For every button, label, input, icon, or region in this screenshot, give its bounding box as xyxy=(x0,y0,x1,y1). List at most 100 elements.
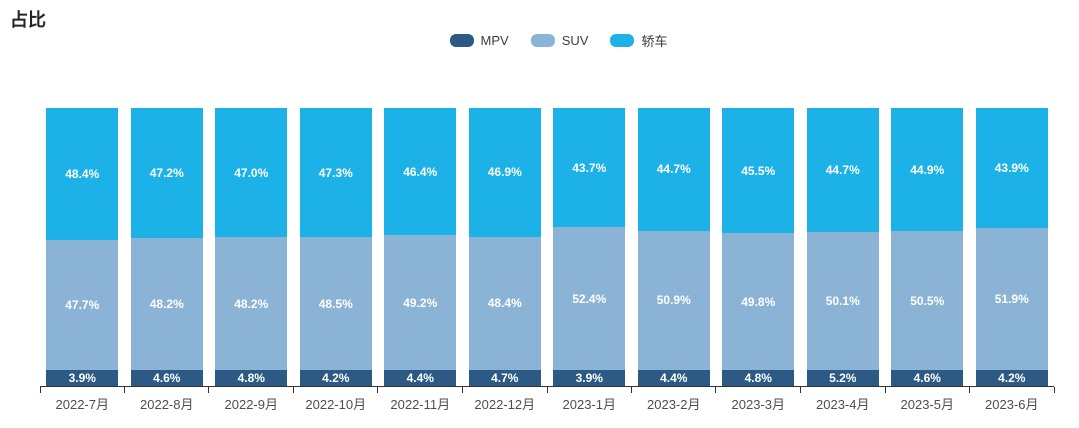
bar-segment-sedan[interactable]: 44.7% xyxy=(637,108,710,231)
bar-segment-mpv[interactable]: 4.7% xyxy=(468,370,541,386)
bar-segment-suv[interactable]: 52.4% xyxy=(553,227,626,370)
stacked-bar-2022-7月: 48.4% 47.7% 3.9% xyxy=(46,108,119,386)
stacked-bar-2023-3月: 45.5% 49.8% 4.8% xyxy=(722,108,795,386)
x-axis-tick xyxy=(1053,387,1055,393)
bar-segment-sedan[interactable]: 47.2% xyxy=(130,108,203,238)
x-axis-tick xyxy=(715,387,717,393)
bar-slot: 43.7% 52.4% 3.9% xyxy=(547,108,632,386)
bar-segment-sedan[interactable]: 44.9% xyxy=(891,108,964,232)
bar-segment-suv[interactable]: 48.2% xyxy=(130,237,203,370)
x-axis-label: 2022-7月 xyxy=(55,397,109,412)
x-axis-labels: 2022-7月 2022-8月 2022-9月 2022-10月 2022-11月 202… xyxy=(40,392,1054,413)
legend-item-mpv[interactable]: MPV xyxy=(449,33,509,48)
legend-item-suv[interactable]: SUV xyxy=(530,33,589,48)
chart-title: 占比 xyxy=(10,10,46,30)
bar-slot: 47.0% 48.2% 4.8% xyxy=(209,108,294,386)
bar-value-label: 4.4% xyxy=(660,371,688,385)
x-axis-label: 2023-4月 xyxy=(816,397,870,412)
bar-segment-sedan[interactable]: 45.5% xyxy=(722,108,795,234)
bar-slot: 48.4% 47.7% 3.9% xyxy=(40,108,125,386)
legend-swatch-suv-icon xyxy=(530,34,555,47)
stacked-bar-2023-1月: 43.7% 52.4% 3.9% xyxy=(553,108,626,386)
bar-segment-mpv[interactable]: 4.4% xyxy=(384,370,457,386)
bar-value-label: 46.4% xyxy=(403,164,438,179)
bar-segment-suv[interactable]: 48.5% xyxy=(299,237,372,370)
bar-segment-mpv[interactable]: 3.9% xyxy=(46,370,119,386)
stacked-bar-2022-11月: 46.4% 49.2% 4.4% xyxy=(384,108,457,386)
stacked-bar-2022-12月: 46.9% 48.4% 4.7% xyxy=(468,108,541,386)
stacked-bar-2023-4月: 44.7% 50.1% 5.2% xyxy=(806,108,879,386)
bar-segment-suv[interactable]: 50.5% xyxy=(891,231,964,370)
bar-slot: 44.9% 50.5% 4.6% xyxy=(885,108,970,386)
x-axis-ticks xyxy=(39,387,1055,393)
bar-segment-sedan[interactable]: 47.3% xyxy=(299,108,372,238)
bar-segment-suv[interactable]: 49.8% xyxy=(722,233,795,370)
bar-segment-mpv[interactable]: 5.2% xyxy=(806,370,879,386)
bar-value-label: 4.7% xyxy=(491,371,519,385)
legend-label: 轿车 xyxy=(641,34,668,49)
bar-segment-mpv[interactable]: 4.8% xyxy=(722,370,795,386)
x-axis-label: 2023-3月 xyxy=(731,397,785,412)
bar-segment-suv[interactable]: 50.1% xyxy=(806,231,879,370)
bar-segment-suv[interactable]: 48.4% xyxy=(468,236,541,370)
bar-value-label: 48.2% xyxy=(149,296,184,311)
x-axis-tick xyxy=(377,387,379,393)
plot-area: 48.4% 47.7% 3.9% 47.2% 48.2% 4.6% 47.0% 48.2% 4.… xyxy=(40,108,1054,386)
bar-value-label: 51.9% xyxy=(994,292,1029,307)
bar-slot: 43.9% 51.9% 4.2% xyxy=(970,108,1055,386)
bar-value-label: 50.1% xyxy=(825,293,860,308)
bar-segment-suv[interactable]: 51.9% xyxy=(975,228,1048,370)
stacked-bar-2022-10月: 47.3% 48.5% 4.2% xyxy=(299,108,372,386)
bar-value-label: 4.2% xyxy=(322,371,350,385)
bar-value-label: 47.2% xyxy=(149,165,184,180)
bar-segment-sedan[interactable]: 44.7% xyxy=(806,108,879,232)
bar-value-label: 4.2% xyxy=(998,371,1026,385)
legend-item-sedan[interactable]: 轿车 xyxy=(610,31,667,50)
x-axis-tick xyxy=(123,387,125,393)
bar-segment-suv[interactable]: 47.7% xyxy=(46,239,119,370)
x-axis-tick xyxy=(631,387,632,393)
bar-value-label: 50.5% xyxy=(910,293,945,308)
x-axis-label: 2023-6月 xyxy=(985,397,1039,412)
x-axis-label: 2022-12月 xyxy=(474,397,536,412)
bar-value-label: 44.9% xyxy=(910,162,945,177)
legend-label: SUV xyxy=(561,33,589,48)
bar-value-label: 43.7% xyxy=(572,160,607,175)
x-axis-tick xyxy=(546,387,548,393)
bar-value-label: 3.9% xyxy=(575,371,603,385)
x-axis-tick xyxy=(293,387,294,393)
bar-slot: 47.2% 48.2% 4.6% xyxy=(125,108,210,386)
bar-segment-sedan[interactable]: 46.9% xyxy=(468,108,541,237)
bar-segment-sedan[interactable]: 43.7% xyxy=(553,108,626,228)
bar-value-label: 45.5% xyxy=(741,163,776,178)
stacked-bar-2022-8月: 47.2% 48.2% 4.6% xyxy=(130,108,203,386)
bar-segment-suv[interactable]: 49.2% xyxy=(384,235,457,370)
bar-segment-mpv[interactable]: 4.4% xyxy=(637,370,710,386)
bar-segment-sedan[interactable]: 48.4% xyxy=(46,108,119,240)
stacked-bar-2022-9月: 47.0% 48.2% 4.8% xyxy=(215,108,288,386)
bar-value-label: 47.3% xyxy=(318,165,353,180)
bar-segment-mpv[interactable]: 4.6% xyxy=(891,370,964,386)
bar-value-label: 4.6% xyxy=(913,371,941,385)
stacked-bar-2023-2月: 44.7% 50.9% 4.4% xyxy=(637,108,710,386)
bar-slot: 45.5% 49.8% 4.8% xyxy=(716,108,801,386)
bar-slot: 44.7% 50.1% 5.2% xyxy=(801,108,886,386)
bar-segment-suv[interactable]: 48.2% xyxy=(215,237,288,370)
bar-segment-mpv[interactable]: 4.2% xyxy=(299,370,372,386)
stacked-bar-2023-5月: 44.9% 50.5% 4.6% xyxy=(891,108,964,386)
bar-segment-sedan[interactable]: 43.9% xyxy=(975,108,1048,229)
bar-segment-mpv[interactable]: 4.6% xyxy=(130,370,203,386)
legend-swatch-sedan-icon xyxy=(610,34,635,47)
x-axis-label: 2022-8月 xyxy=(140,397,194,412)
bar-segment-mpv[interactable]: 4.2% xyxy=(975,370,1048,386)
bar-value-label: 47.7% xyxy=(65,297,100,312)
bar-segment-mpv[interactable]: 4.8% xyxy=(215,370,288,386)
bar-value-label: 49.2% xyxy=(403,295,438,310)
x-axis-tick xyxy=(800,387,801,393)
bar-segment-sedan[interactable]: 47.0% xyxy=(215,108,288,238)
bar-segment-suv[interactable]: 50.9% xyxy=(637,230,710,370)
bar-segment-mpv[interactable]: 3.9% xyxy=(553,370,626,386)
bar-value-label: 48.4% xyxy=(487,296,522,311)
bar-segment-sedan[interactable]: 46.4% xyxy=(384,108,457,236)
bar-value-label: 4.6% xyxy=(153,371,181,385)
